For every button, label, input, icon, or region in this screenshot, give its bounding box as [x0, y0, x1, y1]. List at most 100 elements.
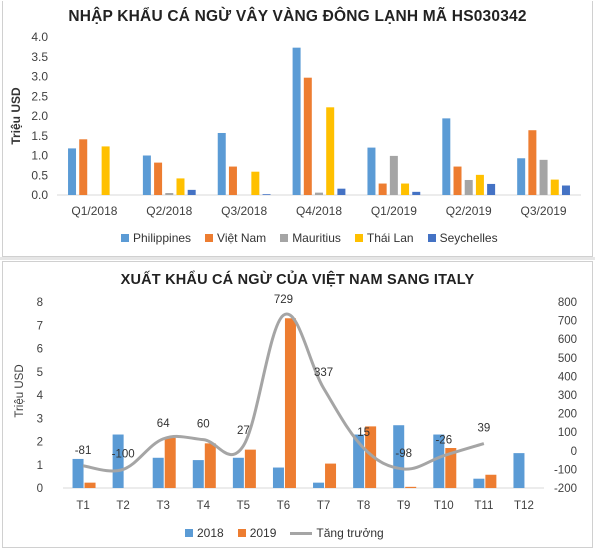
bar-mauritius [165, 193, 174, 195]
legend-label: 2019 [249, 526, 277, 540]
x-tick-label: T10 [434, 500, 454, 512]
y-tick-label: 1.0 [31, 149, 48, 163]
growth-data-label: -100 [112, 448, 135, 460]
bar-2018 [433, 434, 445, 488]
bar-việt-nam [378, 183, 387, 195]
growth-data-label: -98 [395, 448, 412, 460]
legend-item: Mauritius [280, 231, 341, 245]
bar-seychelles [262, 194, 271, 195]
export-chart-legend: 2018 2019 Tăng trưởng [185, 526, 384, 540]
bar-2019 [405, 486, 417, 488]
y-tick-label: 2.0 [31, 109, 48, 123]
bar-2018 [112, 434, 124, 488]
growth-data-label: -26 [435, 435, 452, 447]
bar-việt-nam [228, 166, 237, 195]
bar-seychelles [187, 189, 196, 195]
bar-2019 [164, 438, 176, 488]
y-tick-label: 8 [37, 297, 43, 309]
bar-thái-lan [475, 174, 484, 195]
growth-data-label: 27 [237, 425, 250, 437]
legend-swatch [205, 234, 214, 242]
bar-2019 [284, 318, 296, 488]
growth-data-label: 64 [157, 418, 170, 430]
legend-item: Tăng trưởng [290, 526, 384, 540]
bar-việt-nam [303, 77, 312, 195]
x-tick-label: Q3/2018 [221, 204, 267, 218]
bar-2018 [353, 434, 365, 488]
y-tick-label: 4.0 [31, 30, 48, 44]
bar-seychelles [561, 185, 570, 195]
growth-data-label: 39 [477, 423, 490, 435]
legend-item: Thái Lan [354, 231, 414, 245]
legend-label: Mauritius [292, 231, 341, 245]
x-tick-label: Q4/2018 [296, 204, 342, 218]
bar-mauritius [464, 179, 473, 195]
growth-data-label: 337 [314, 367, 333, 379]
y-tick-label: 0.0 [31, 188, 48, 202]
bar-philippines [292, 47, 301, 195]
import-bar-chart: Triệu USD 0.0 0.5 1.0 1.5 2.0 2.5 3.0 3.5 4.0 Q1/2… [9, 30, 581, 218]
x-tick-label: T9 [397, 500, 410, 512]
legend-swatch [354, 234, 363, 242]
y2-tick-label: 400 [558, 371, 577, 383]
y-tick-label: 0 [37, 483, 43, 495]
bar-mauritius [389, 155, 398, 195]
bar-mauritius [539, 159, 548, 195]
growth-data-label: 729 [274, 294, 293, 306]
y2-tick-label: -100 [554, 464, 577, 476]
legend-swatch [280, 234, 289, 242]
bar-2019 [445, 448, 457, 488]
growth-data-label: 60 [197, 419, 210, 431]
x-tick-label: T3 [156, 500, 169, 512]
legend-item: 2018 [185, 526, 224, 540]
y-tick-label: 0.5 [31, 168, 48, 182]
y-tick-label: 5 [37, 367, 43, 379]
bar-2018 [513, 453, 525, 488]
x-tick-label: T7 [317, 500, 330, 512]
x-tick-label: T12 [514, 500, 534, 512]
legend-label: 2018 [197, 526, 224, 540]
y-tick-label: 1 [37, 460, 43, 472]
bar-2018 [473, 478, 485, 488]
y-tick-label: 1.5 [31, 129, 48, 143]
x-tick-label: T4 [197, 500, 211, 512]
bar-philippines [367, 147, 376, 195]
bar-2019 [365, 426, 377, 488]
bar-seychelles [412, 191, 421, 195]
export-combo-chart: Triệu USD 0 1 2 3 4 5 6 7 8 -200 -100 0 100 200 300 400 5… [14, 294, 577, 512]
x-tick-label: Q3/2019 [521, 204, 567, 218]
bar-mauritius [315, 192, 323, 195]
export-chart-panel: XUẤT KHẨU CÁ NGỪ CỦA VIỆT NAM SANG ITALY… [2, 261, 593, 548]
bar-philippines [517, 158, 526, 195]
export-chart-title: XUẤT KHẨU CÁ NGỪ CỦA VIỆT NAM SANG ITALY [120, 272, 475, 288]
legend-label: Tăng trưởng [316, 526, 384, 540]
x-tick-label: T2 [116, 500, 129, 512]
bar-seychelles [487, 183, 496, 195]
legend-item: Việt Nam [205, 231, 266, 245]
growth-data-label: 15 [357, 427, 370, 439]
legend-swatch [185, 529, 193, 537]
y2-tick-label: 300 [558, 390, 577, 402]
x-tick-label: Q1/2018 [71, 204, 117, 218]
y2-tick-label: 100 [558, 427, 577, 439]
bar-thái-lan [401, 183, 410, 195]
bar-2019 [204, 443, 216, 488]
bar-seychelles [337, 188, 346, 195]
y-tick-label: 3.0 [31, 70, 48, 84]
legend-label: Seychelles [439, 231, 498, 245]
bar-2018 [393, 425, 405, 488]
panel-divider [0, 257, 595, 260]
legend-swatch [237, 529, 246, 537]
bar-2019 [244, 449, 256, 488]
legend-swatch [427, 234, 436, 242]
import-chart-panel: NHẬP KHẨU CÁ NGỪ VÂY VÀNG ĐÔNG LẠNH MÃ H… [2, 1, 593, 257]
y2-tick-label: 0 [571, 446, 577, 458]
y2-tick-label: 800 [558, 297, 577, 309]
y2-tick-label: 200 [558, 409, 577, 421]
y-tick-label: 6 [37, 344, 43, 356]
x-tick-label: T11 [474, 500, 493, 512]
legend-swatch [121, 234, 129, 242]
bar-thái-lan [326, 107, 335, 195]
bar-việt-nam [79, 139, 88, 195]
bar-2018 [192, 460, 204, 488]
